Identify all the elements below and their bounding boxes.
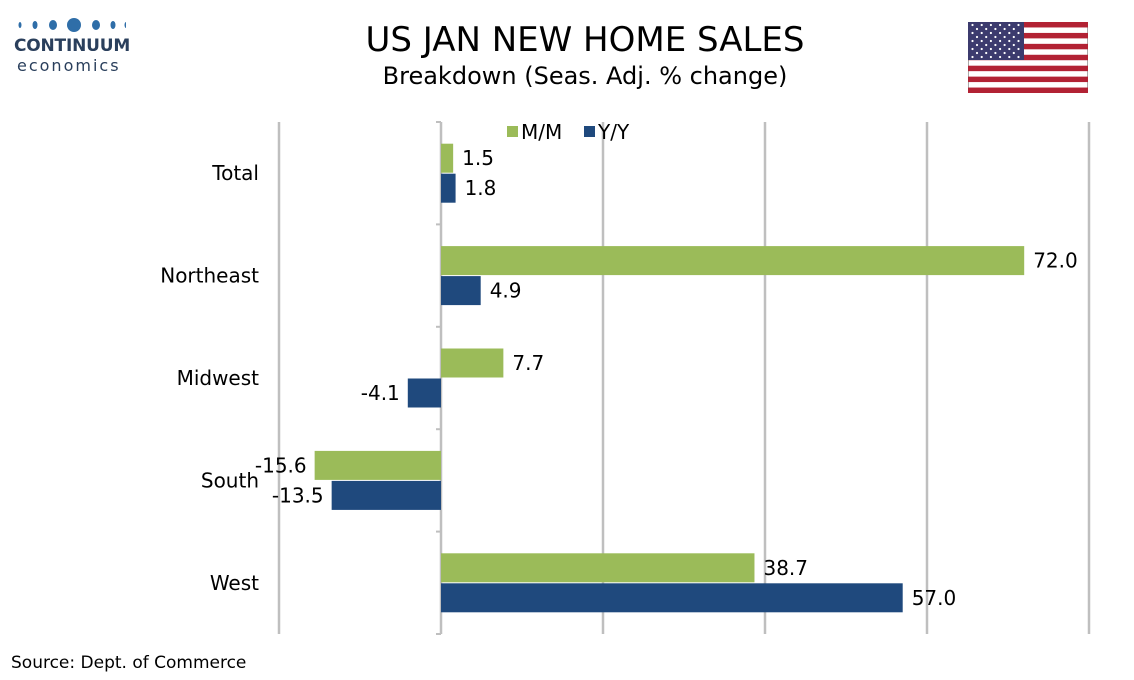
category-label: South [201, 468, 259, 492]
data-label: 4.9 [490, 279, 522, 303]
us-flag-icon [968, 22, 1088, 93]
continuum-logo: CONTINUUM economics [14, 14, 134, 76]
data-label: 38.7 [763, 556, 808, 580]
chart-subtitle: Breakdown (Seas. Adj. % change) [382, 62, 788, 90]
bar-yy [441, 173, 456, 203]
logo-dots-icon [18, 18, 126, 32]
bar-yy [441, 583, 903, 613]
data-label: -4.1 [361, 381, 400, 405]
bar-mm [441, 246, 1025, 276]
category-label: West [210, 571, 259, 595]
category-label: Total [211, 161, 259, 185]
source-note: Source: Dept. of Commerce [11, 653, 247, 673]
legend-label: Y/Y [597, 120, 630, 144]
legend-label: M/M [521, 120, 562, 144]
bar-mm [314, 450, 441, 480]
bar-yy [407, 378, 441, 408]
data-label: -13.5 [272, 483, 324, 507]
data-label: 57.0 [912, 586, 957, 610]
data-label: 1.8 [465, 176, 497, 200]
bar-mm [441, 348, 504, 378]
data-label: 72.0 [1033, 249, 1078, 273]
chart-title: US JAN NEW HOME SALES [365, 20, 805, 60]
legend-swatch-mm [507, 126, 518, 137]
category-label: Northeast [160, 264, 259, 288]
category-label: Midwest [177, 366, 260, 390]
legend-swatch-yy [584, 126, 595, 137]
brand-name: CONTINUUM [14, 36, 131, 56]
brand-tagline: economics [17, 56, 121, 75]
data-label: 1.5 [462, 146, 494, 170]
data-label: 7.7 [512, 351, 544, 375]
bar-mm [441, 553, 755, 583]
data-label: -15.6 [255, 453, 307, 477]
bar-mm [441, 143, 454, 173]
bar-yy [331, 480, 441, 510]
bar-yy [441, 276, 481, 306]
